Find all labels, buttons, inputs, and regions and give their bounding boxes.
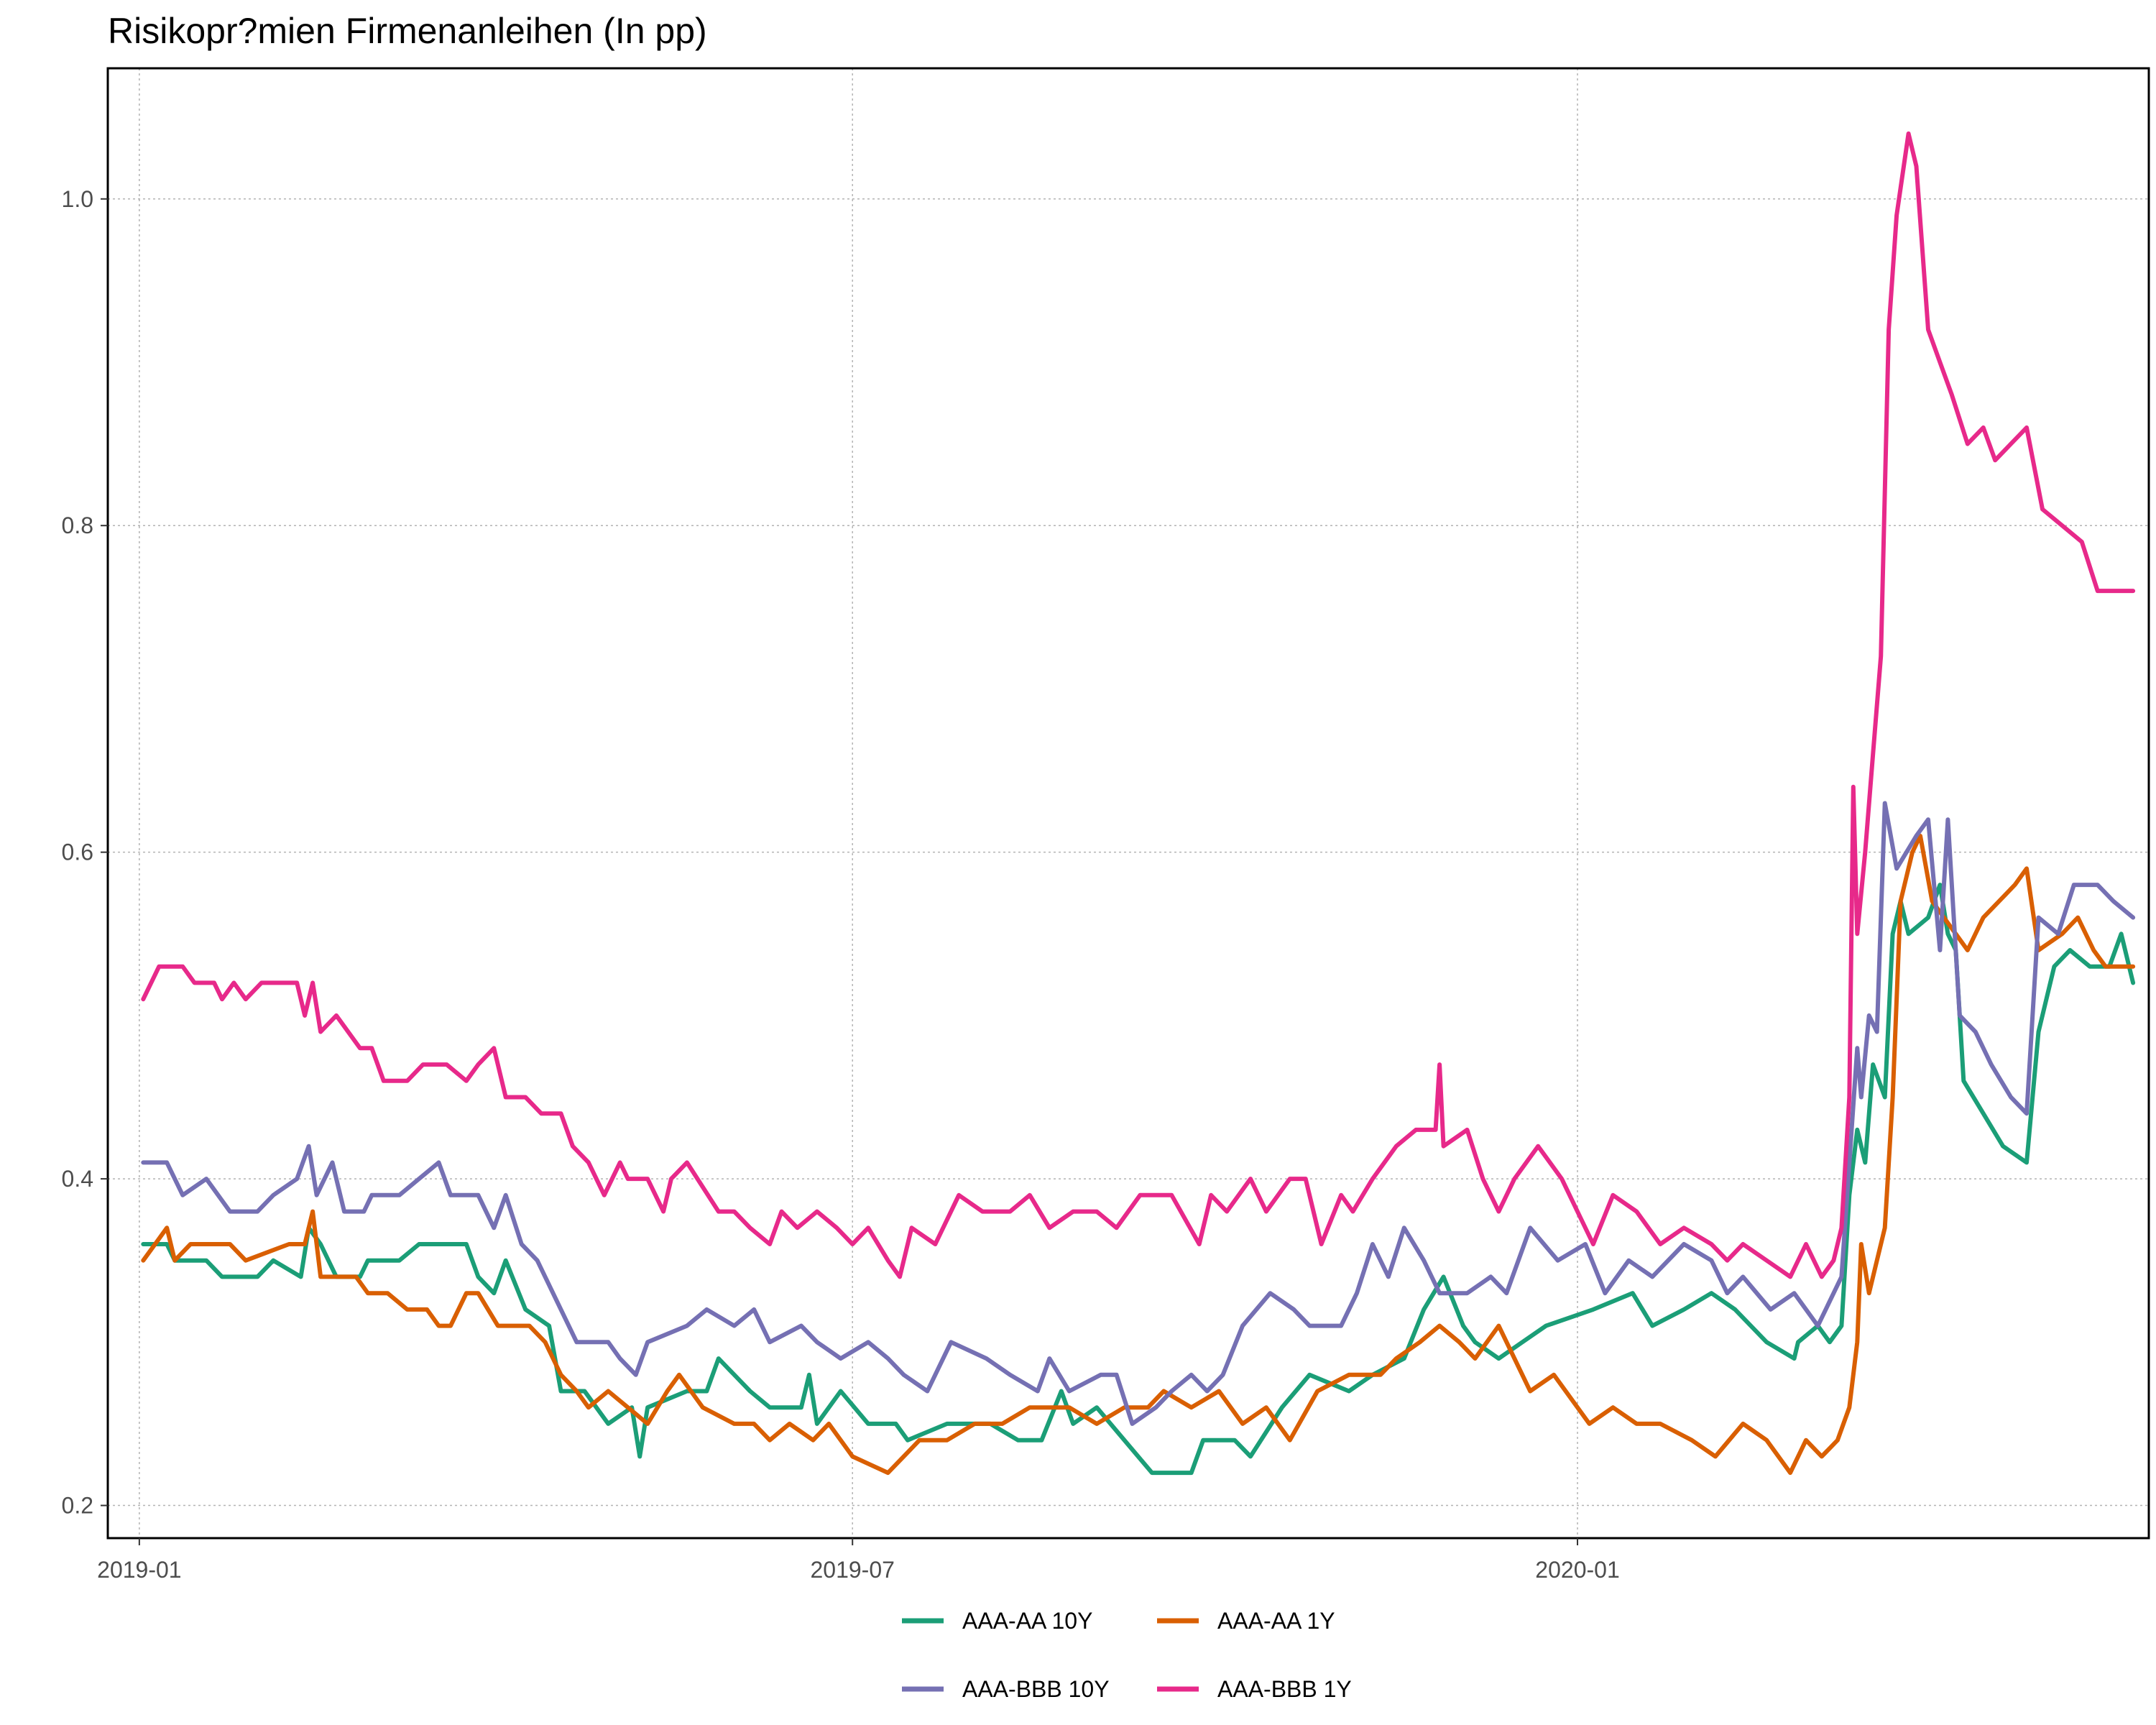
x-tick-label: 2019-07 <box>810 1557 894 1583</box>
plot-frame <box>106 67 2150 1540</box>
y-tick-label: 0.4 <box>62 1166 93 1192</box>
legend: AAA-AA 10Y AAA-AA 1Y AAA-BBB 10Y AAA-BBB 1Y <box>902 1608 1352 1702</box>
y-tick-label: 0.6 <box>62 840 93 865</box>
series-line-4 <box>141 131 2136 1279</box>
y-tick-label: 0.2 <box>62 1493 93 1519</box>
grid-lines <box>108 68 2149 1538</box>
chart-title: Risikopr?mien Firmenanleihen (In pp) <box>108 11 707 51</box>
y-tick-label: 1.0 <box>62 186 93 212</box>
x-tick-label: 2020-01 <box>1535 1557 1619 1583</box>
x-tick-label: 2019-01 <box>97 1557 181 1583</box>
series-line-1 <box>141 883 2136 1476</box>
y-tick-label: 0.8 <box>62 512 93 538</box>
series-lines <box>141 131 2136 1476</box>
series-line-2 <box>141 833 2136 1476</box>
axes: 0.2 0.4 0.6 0.8 1.0 2019-01 2019-07 2020-01 <box>62 186 1620 1583</box>
legend-label-2: AAA-AA 1Y <box>1217 1608 1335 1634</box>
series-line-3 <box>141 801 2136 1426</box>
legend-label-3: AAA-BBB 10Y <box>962 1676 1110 1702</box>
legend-label-4: AAA-BBB 1Y <box>1217 1676 1352 1702</box>
legend-label-1: AAA-AA 10Y <box>962 1608 1092 1634</box>
